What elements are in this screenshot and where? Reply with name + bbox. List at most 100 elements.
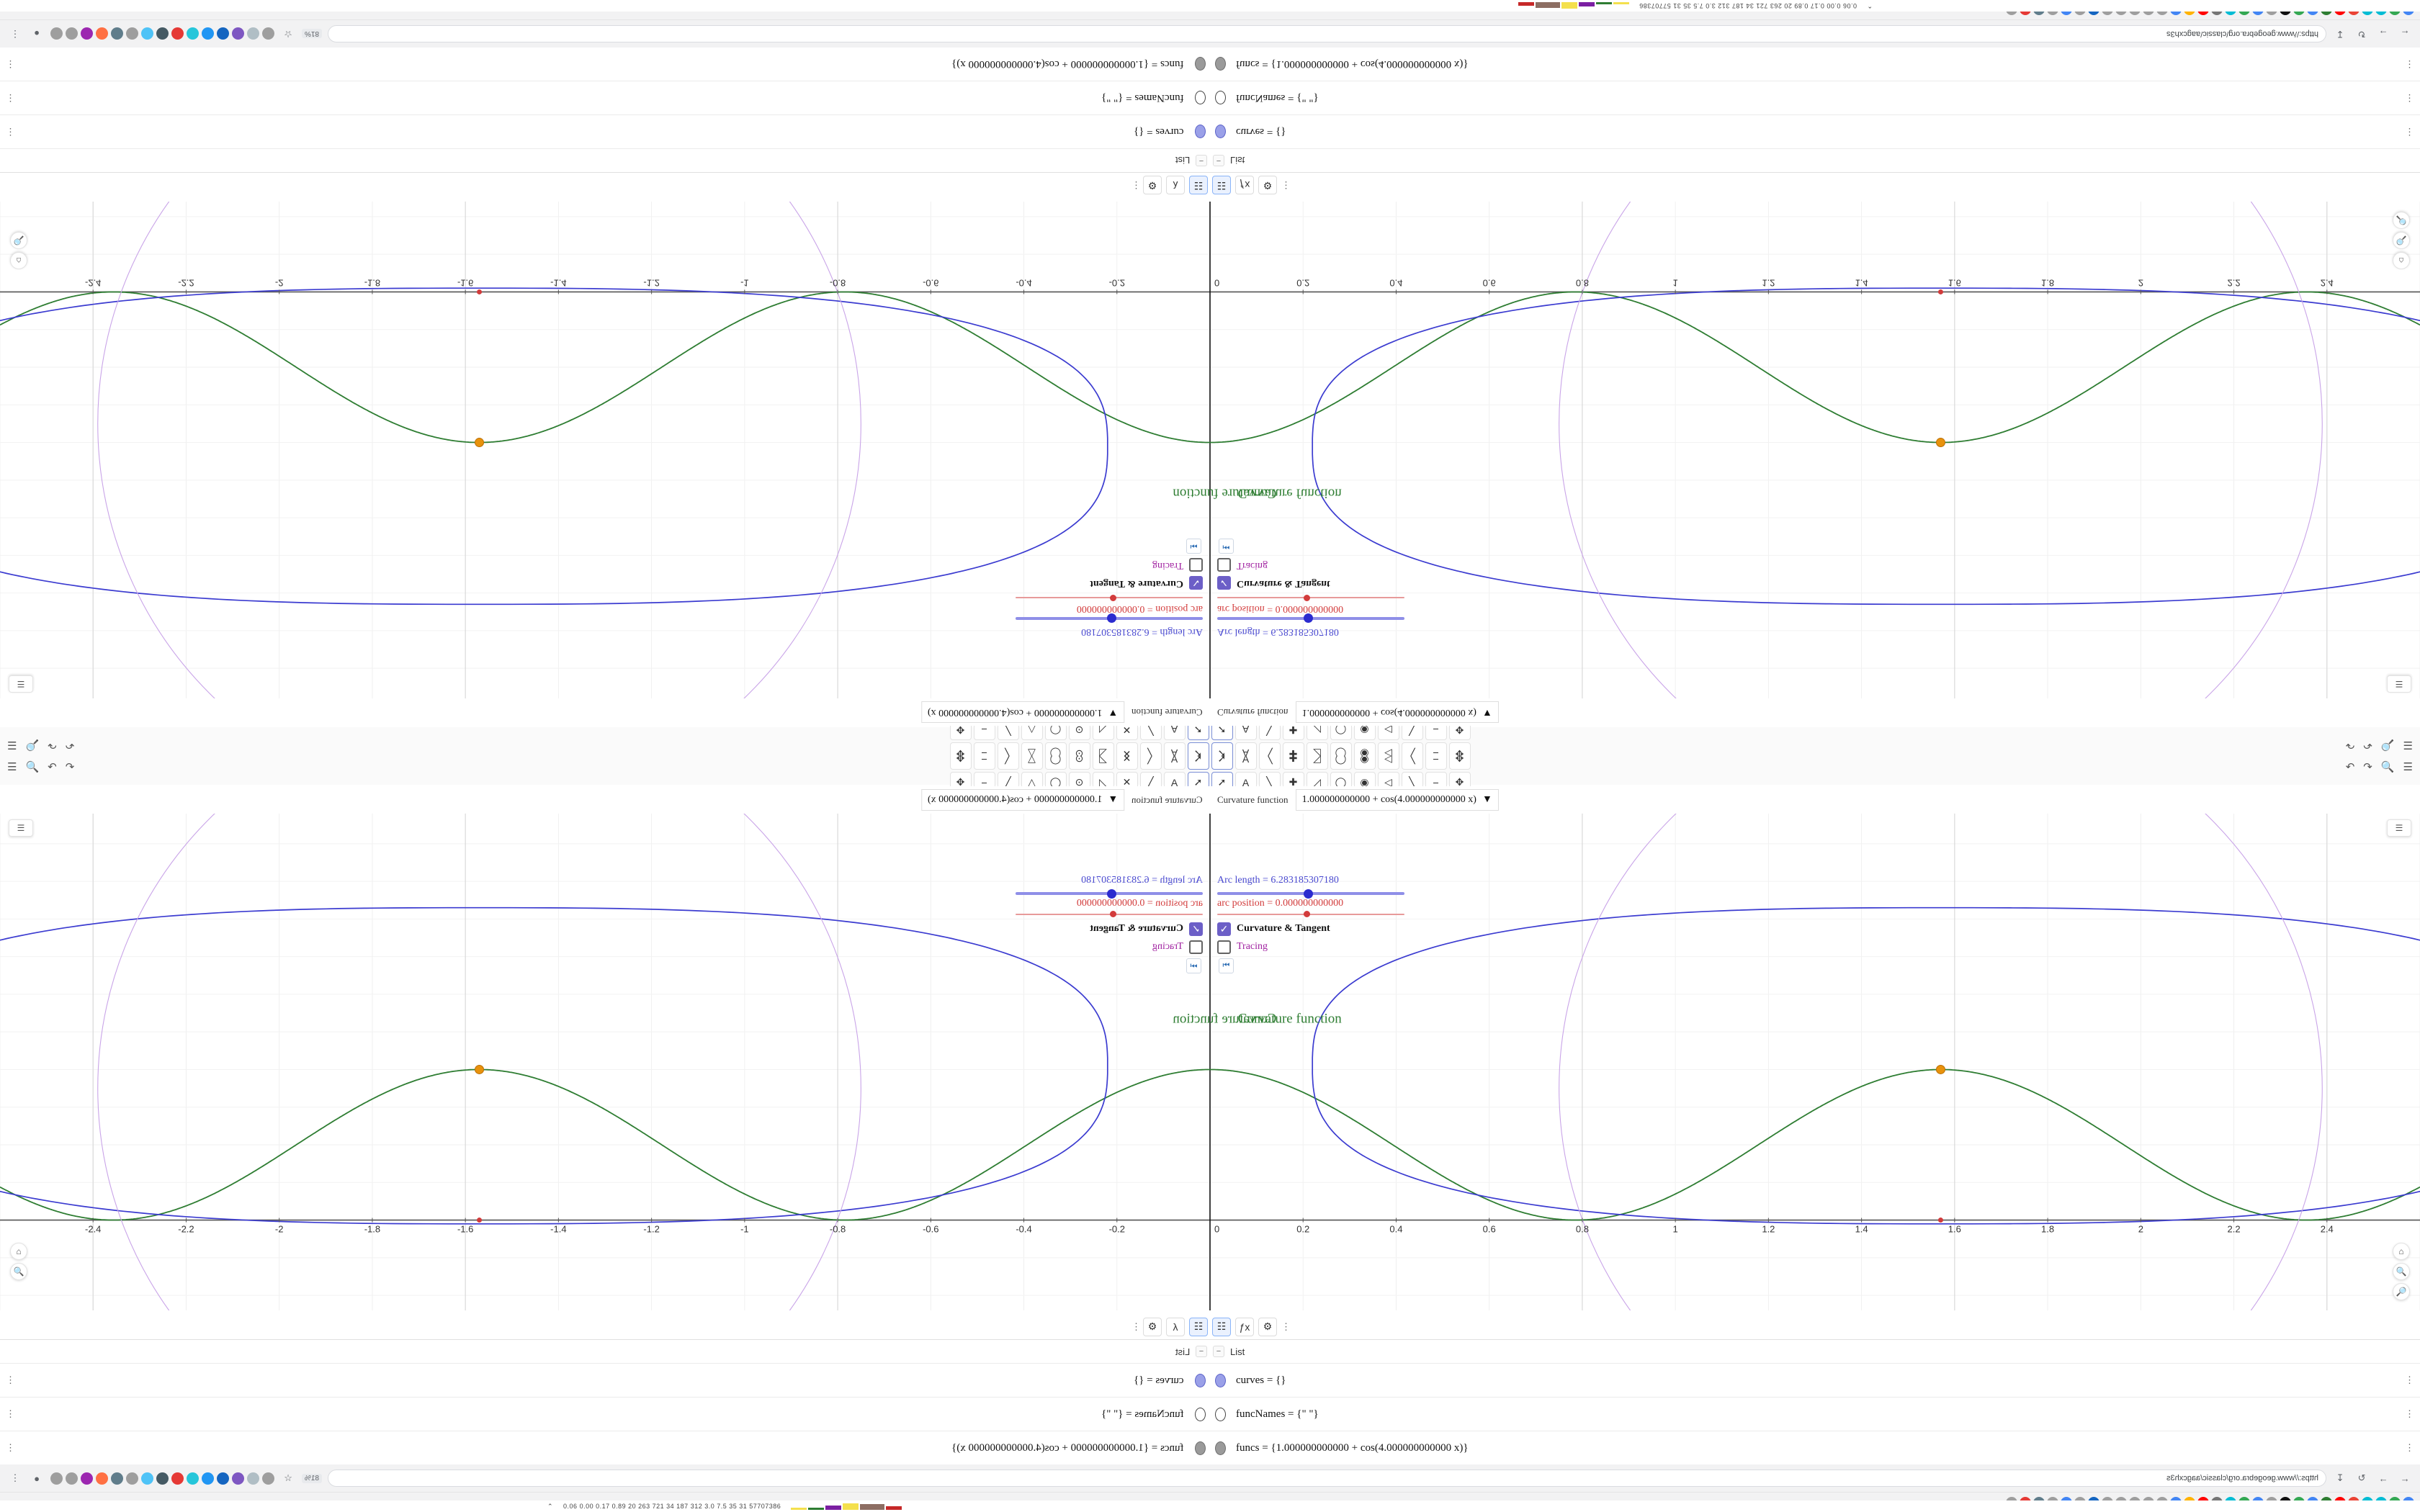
tool-point-on-line[interactable]: ╱ [997, 742, 1019, 756]
extension-icon[interactable] [232, 1472, 244, 1485]
search-icon[interactable]: 🔍 [2380, 761, 2395, 773]
collapse-icon[interactable]: − [1213, 1346, 1224, 1357]
tool-move[interactable]: ✥ [949, 756, 972, 770]
search-icon[interactable]: 🔍 [25, 761, 40, 773]
bullet-grey[interactable] [1194, 1441, 1206, 1455]
tool-line-cross2[interactable]: ✚ [1282, 742, 1304, 756]
bullet-grey[interactable] [1214, 1441, 1226, 1455]
forward-icon[interactable]: → [2378, 28, 2388, 40]
undo-icon[interactable]: ↶ [2345, 761, 2355, 773]
extension-icon[interactable] [171, 27, 184, 40]
tracing-checkbox-mirror[interactable] [1189, 940, 1203, 954]
arc-length-slider-knob[interactable] [1303, 888, 1313, 899]
address-bar[interactable]: https://www.geogebra.org/classic/aagcxh3… [328, 25, 2326, 42]
overlay-widgets[interactable]: Arc length = 6.283185307180 arc position… [1217, 875, 1404, 973]
arc-position-slider-track-mirror[interactable] [1016, 914, 1203, 915]
tool-triangle2[interactable]: ◿ [1306, 742, 1328, 756]
extension-icon[interactable] [217, 1472, 229, 1485]
tool-triangle-angle[interactable]: ◺ [1092, 742, 1114, 756]
arc-position-slider-knob-mirror[interactable] [1110, 911, 1117, 917]
extension-icon[interactable] [187, 27, 199, 40]
profile-icon[interactable]: ● [34, 28, 40, 40]
more-vertical-icon[interactable]: ⋮ [1131, 1320, 1141, 1332]
tool-triangle2[interactable]: ◿ [1306, 756, 1328, 770]
tree-view-icon[interactable]: ☷ [1189, 1317, 1208, 1336]
table-row[interactable]: ⋮ funcs = {1.000000000000 + cos(4.000000… [0, 1431, 2420, 1465]
tool-segment[interactable]: ╱ [1139, 756, 1162, 770]
bullet-white[interactable] [1194, 1407, 1206, 1421]
more-vertical-icon-2[interactable]: ⋮ [1281, 1320, 1291, 1332]
arc-position-slider-track-mirror[interactable] [1016, 597, 1203, 598]
back-icon[interactable]: ← [2400, 28, 2410, 40]
profile-icon[interactable]: ● [34, 1472, 40, 1484]
curvature-tangent-checkbox-mirror[interactable]: ✓ [1189, 576, 1203, 590]
download-icon[interactable]: ↧ [2336, 1472, 2344, 1483]
chevron-down-icon[interactable]: ▼ [1482, 707, 1492, 718]
chevron-down-icon[interactable]: ▼ [1108, 794, 1119, 805]
style-bar-icon-left[interactable]: ☰ [9, 675, 33, 693]
tool-line-cross[interactable]: ✕ [1116, 756, 1138, 770]
more-vertical-icon-2[interactable]: ⋮ [2405, 1374, 2414, 1385]
zoom-in-icon[interactable]: 🔍 [2393, 232, 2410, 249]
zoom-in-icon-left[interactable]: 🔍 [10, 1263, 27, 1280]
tool-segment[interactable]: ╱ [1139, 742, 1162, 756]
graphics-view[interactable]: -2.4 -2.2 -2 -1.8 -1.6 -1.4 -1.2 -1 -0.8 -0.6 -0.4… [0, 202, 2420, 698]
more-vertical-icon-2[interactable]: ⋮ [2405, 1408, 2414, 1419]
extension-icon[interactable] [50, 27, 63, 40]
zoom-level-badge[interactable]: 81% [302, 1473, 323, 1483]
arc-length-slider-knob-mirror[interactable] [1107, 888, 1117, 899]
tool-text-A[interactable]: A [1234, 742, 1257, 756]
visibility-toggle[interactable] [1210, 1441, 1230, 1455]
tool-slider[interactable]: ⎯ [973, 756, 995, 770]
redo-icon[interactable]: ↷ [2363, 739, 2372, 751]
graphics-view[interactable]: -2.4 -2.2 -2 -1.8 -1.6 -1.4 -1.2 -1 -0.8 -0.6 -0.4… [0, 814, 2420, 1310]
extension-icon[interactable] [111, 27, 123, 40]
skip-to-start-icon[interactable]: ⏮ [1219, 958, 1234, 973]
tool-point-line[interactable]: ╲ [1401, 742, 1423, 756]
tool-ellipse3[interactable]: ◯ [1330, 742, 1352, 756]
gear-icon-2[interactable]: ⚙ [1258, 1317, 1277, 1336]
tool-ellipse4[interactable]: ◉ [1353, 756, 1376, 770]
bookmark-star-icon[interactable]: ☆ [284, 1472, 292, 1483]
tool-text-A[interactable]: A [1163, 742, 1186, 756]
curvature-value-box[interactable]: 1.000000000000 + cos(4.000000000000 x) ▼ [1295, 789, 1499, 811]
zoom-out-icon[interactable]: 🔎 [2393, 212, 2410, 229]
tool-line-cross2[interactable]: ✚ [1282, 756, 1304, 770]
back-icon[interactable]: ← [2400, 1472, 2410, 1484]
gear-icon[interactable]: ⚙ [1143, 1317, 1162, 1336]
extension-icon[interactable] [262, 27, 274, 40]
redo-icon[interactable]: ↷ [65, 739, 75, 751]
tool-arrow-select[interactable]: ➚ [1211, 756, 1233, 770]
curvature-value-box-mirror[interactable]: ▼ 1.000000000000 + cos(4.000000000000 x) [921, 789, 1125, 811]
skip-to-end-icon[interactable]: ⏭ [1186, 539, 1201, 554]
extension-icon[interactable] [202, 1472, 214, 1485]
tool-text-A[interactable]: A [1234, 756, 1257, 770]
algebra-rows[interactable]: ⋮ curves = {} curves = {} ⋮ ⋮ funcNames … [0, 1364, 2420, 1465]
more-vertical-icon-2[interactable]: ⋮ [2405, 1442, 2414, 1453]
arc-position-slider-knob[interactable] [1303, 595, 1310, 601]
tool-arrow-select[interactable]: ➚ [1187, 742, 1209, 756]
search-icon[interactable]: 🔍 [25, 739, 40, 751]
extension-icon[interactable] [156, 1472, 169, 1485]
tool-ellipse-2pt[interactable]: ◯ [1044, 742, 1067, 756]
tracing-checkbox-mirror[interactable] [1189, 558, 1203, 572]
arc-position-slider-track[interactable] [1217, 914, 1404, 915]
collapse-icon[interactable]: − [1213, 155, 1224, 166]
extension-icon[interactable] [96, 27, 108, 40]
bullet-blue[interactable] [1214, 1373, 1226, 1387]
algebra-view[interactable]: ⋮ ⚙ λ ☷ ☷ ƒx ⚙ ⋮ List − − List ⋮ curves … [0, 1314, 2420, 1480]
zoom-out-icon[interactable]: 🔎 [2393, 1283, 2410, 1300]
address-bar[interactable]: https://www.geogebra.org/classic/aagcxh3… [328, 1470, 2326, 1487]
lambda-icon[interactable]: λ [1166, 1317, 1185, 1336]
menu-icon[interactable]: ☰ [7, 739, 17, 751]
tool-arrow-select[interactable]: ➚ [1187, 756, 1209, 770]
overlay-widgets-mirror[interactable]: Arc length = 6.283185307180 arc position… [1016, 539, 1203, 637]
extension-icon[interactable] [247, 1472, 259, 1485]
skip-to-end-icon[interactable]: ⏭ [1186, 958, 1201, 973]
style-bar-icon[interactable]: ☰ [2387, 819, 2411, 837]
fx-icon[interactable]: ƒx [1235, 1317, 1254, 1336]
curvature-tangent-checkbox[interactable]: ✓ [1217, 922, 1231, 936]
more-vertical-icon[interactable]: ⋮ [6, 1374, 15, 1385]
tool-slider2[interactable]: ⎯ [1425, 756, 1447, 770]
home-icon-left[interactable]: ⌂ [10, 252, 27, 269]
